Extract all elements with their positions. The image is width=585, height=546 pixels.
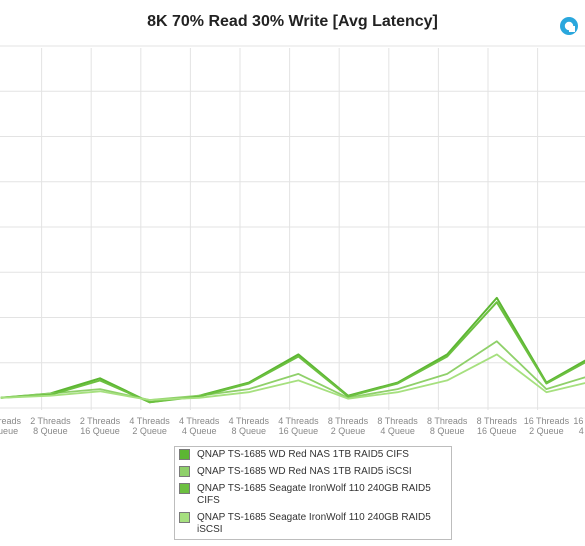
legend-swatch [179, 483, 190, 494]
legend-swatch [179, 466, 190, 477]
chart-title: 8K 70% Read 30% Write [Avg Latency] [147, 13, 438, 30]
series-line-3 [0, 301, 585, 404]
x-tick-label: 16 Threads 2 Queue [524, 416, 570, 436]
x-tick-label: 8 Threads 2 Queue [328, 416, 369, 436]
x-tick-label: 8 Threads 4 Queue [377, 416, 418, 436]
x-tick-label: 4 Threads 8 Queue [229, 416, 270, 436]
storagereview-logo-icon [560, 17, 578, 35]
legend-swatch [179, 512, 190, 523]
chart-legend: QNAP TS-1685 WD Red NAS 1TB RAID5 CIFS QN… [174, 446, 452, 540]
x-tick-label: 2 Threads 8 Queue [30, 416, 71, 436]
legend-item[interactable]: QNAP TS-1685 WD Red NAS 1TB RAID5 iSCSI [179, 466, 447, 478]
legend-label: QNAP TS-1685 Seagate IronWolf 110 240GB … [197, 483, 431, 506]
series-line-2 [0, 340, 585, 401]
x-tick-label: 8 Threads 8 Queue [427, 416, 468, 436]
legend-label: QNAP TS-1685 WD Red NAS 1TB RAID5 CIFS [197, 449, 409, 460]
series-lines [0, 296, 585, 404]
x-tick-label: 4 Threads 2 Queue [129, 416, 170, 436]
legend-item[interactable]: QNAP TS-1685 Seagate IronWolf 110 240GB … [179, 483, 447, 507]
x-tick-label: 8 Threads 16 Queue [477, 416, 518, 436]
legend-swatch [179, 449, 190, 460]
chart-grid [0, 45, 585, 410]
x-tick-label: 2 Threads 16 Queue [80, 416, 121, 436]
series-line-4 [0, 353, 585, 401]
legend-label: QNAP TS-1685 Seagate IronWolf 110 240GB … [197, 512, 431, 535]
x-tick-label: 4 Threads 16 Queue [278, 416, 319, 436]
legend-item[interactable]: QNAP TS-1685 Seagate IronWolf 110 240GB … [179, 512, 447, 536]
legend-label: QNAP TS-1685 WD Red NAS 1TB RAID5 iSCSI [197, 466, 412, 477]
legend-item[interactable]: QNAP TS-1685 WD Red NAS 1TB RAID5 CIFS [179, 449, 447, 461]
series-line-1 [0, 296, 585, 404]
x-tick-label: 4 Threads 4 Queue [179, 416, 220, 436]
